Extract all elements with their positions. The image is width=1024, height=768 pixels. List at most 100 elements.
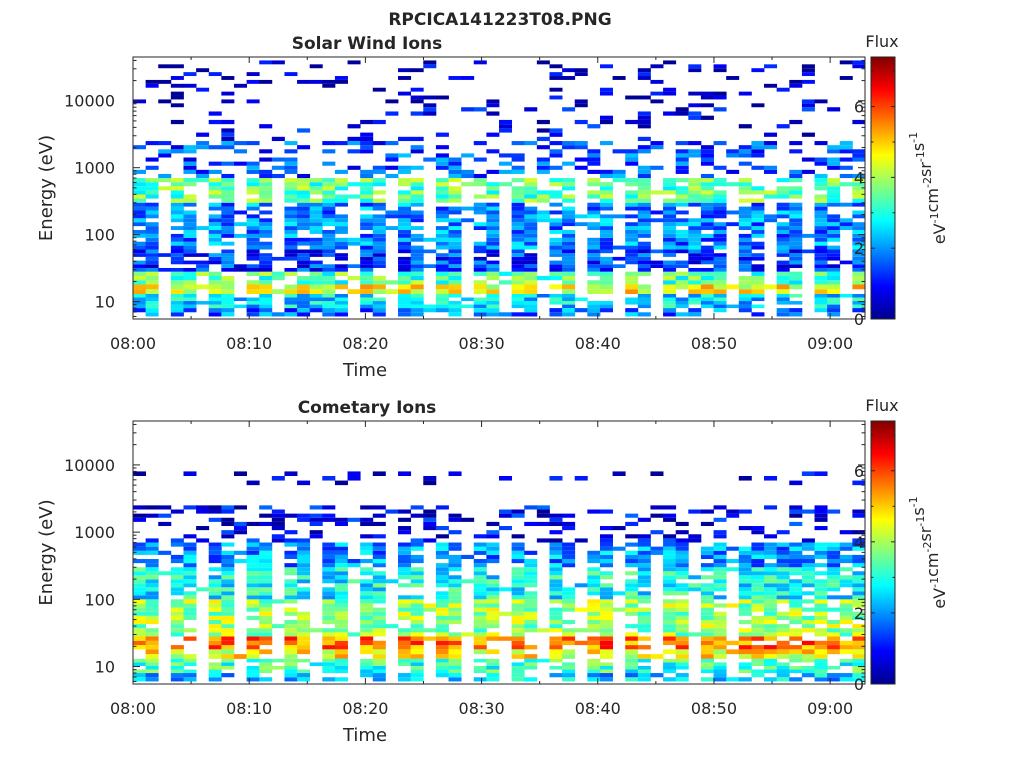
heatmap-cell	[587, 665, 601, 670]
heatmap-cell	[738, 198, 752, 203]
heatmap-cell	[637, 256, 651, 261]
heatmap-cell	[562, 256, 576, 261]
heatmap-cell	[789, 141, 803, 146]
heatmap-cell	[511, 640, 525, 646]
heatmap-cell	[801, 509, 815, 514]
heatmap-cell	[246, 249, 260, 254]
heatmap-cell	[738, 91, 752, 96]
heatmap-cell	[587, 554, 601, 560]
heatmap-cell	[688, 575, 702, 580]
heatmap-cell	[738, 214, 752, 219]
heatmap-cell	[852, 149, 865, 154]
heatmap-cell	[801, 579, 815, 584]
heatmap-cell	[145, 658, 159, 663]
heatmap-cell	[814, 615, 828, 620]
heatmap-cell	[486, 260, 500, 265]
heatmap-cell	[309, 662, 323, 666]
heatmap-cell	[675, 186, 689, 191]
heatmap-cell	[562, 293, 576, 298]
heatmap-cell	[562, 284, 576, 290]
heatmap-cell	[309, 182, 323, 187]
heatmap-cell	[726, 182, 740, 187]
heatmap-cell	[372, 624, 386, 629]
heatmap-cell	[814, 237, 828, 242]
heatmap-cell	[764, 567, 778, 572]
heatmap-cell	[663, 289, 677, 294]
heatmap-cell	[145, 513, 159, 518]
heatmap-cell	[650, 165, 664, 170]
heatmap-cell	[398, 194, 412, 199]
heatmap-cell	[562, 241, 576, 246]
heatmap-cell	[170, 645, 184, 650]
heatmap-cell	[814, 640, 828, 646]
heatmap-cell	[700, 233, 714, 238]
heatmap-cell	[183, 267, 197, 272]
heatmap-cell	[738, 611, 752, 616]
heatmap-cell	[372, 253, 386, 257]
heatmap-cell	[410, 542, 424, 547]
heatmap-cell	[221, 280, 235, 285]
heatmap-cell	[852, 182, 865, 187]
heatmap-cell	[322, 301, 336, 305]
heatmap-cell	[183, 233, 197, 238]
heatmap-cell	[435, 145, 449, 150]
heatmap-cell	[839, 546, 853, 551]
heatmap-cell	[499, 119, 513, 125]
heatmap-cell	[663, 575, 677, 580]
heatmap-cell	[524, 658, 538, 663]
heatmap-cell	[663, 662, 677, 666]
heatmap-cell	[398, 153, 412, 158]
heatmap-cell	[372, 264, 386, 268]
heatmap-cell	[170, 83, 184, 88]
heatmap-cell	[145, 567, 159, 572]
heatmap-cell	[738, 145, 752, 150]
heatmap-cell	[259, 169, 273, 174]
heatmap-cell	[246, 182, 260, 187]
heatmap-cell	[675, 190, 689, 195]
heatmap-cell	[398, 571, 412, 576]
heatmap-cell	[196, 87, 210, 92]
heatmap-cell	[448, 546, 462, 551]
heatmap-cell	[486, 186, 500, 191]
heatmap-cell	[334, 636, 348, 641]
heatmap-cell	[827, 237, 841, 242]
heatmap-cell	[145, 607, 159, 612]
heatmap-cell	[170, 542, 184, 547]
heatmap-cell	[334, 230, 348, 234]
x-tick-label: 08:20	[342, 334, 388, 353]
heatmap-cell	[233, 233, 247, 238]
heatmap-cell	[221, 256, 235, 261]
heatmap-cell	[398, 550, 412, 555]
heatmap-cell	[789, 206, 803, 211]
heatmap-cell	[524, 662, 538, 666]
heatmap-cell	[625, 550, 639, 555]
heatmap-cell	[562, 304, 576, 309]
heatmap-cell	[334, 571, 348, 576]
heatmap-cell	[511, 267, 525, 272]
heatmap-cell	[764, 218, 778, 223]
heatmap-cell	[562, 649, 576, 655]
heatmap-cell	[448, 289, 462, 294]
heatmap-cell	[700, 275, 714, 281]
heatmap-cell	[334, 658, 348, 663]
heatmap-cell	[208, 517, 222, 522]
heatmap-cell	[473, 567, 487, 572]
heatmap-cell	[372, 575, 386, 580]
heatmap-cell	[347, 182, 361, 187]
heatmap-cell	[574, 68, 588, 73]
heatmap-cell	[208, 628, 222, 633]
heatmap-cell	[625, 649, 639, 655]
heatmap-cell	[852, 304, 865, 309]
heatmap-cell	[675, 611, 689, 616]
heatmap-cell	[789, 645, 803, 650]
heatmap-cell	[599, 509, 613, 514]
heatmap-cell	[448, 233, 462, 238]
heatmap-cell	[183, 583, 197, 588]
heatmap-cell	[259, 202, 273, 207]
heatmap-cell	[158, 79, 172, 84]
heatmap-cell	[801, 645, 815, 650]
heatmap-cell	[726, 222, 740, 227]
heatmap-cell	[158, 141, 172, 146]
heatmap-cell	[511, 202, 525, 207]
heatmap-cell	[133, 214, 147, 219]
